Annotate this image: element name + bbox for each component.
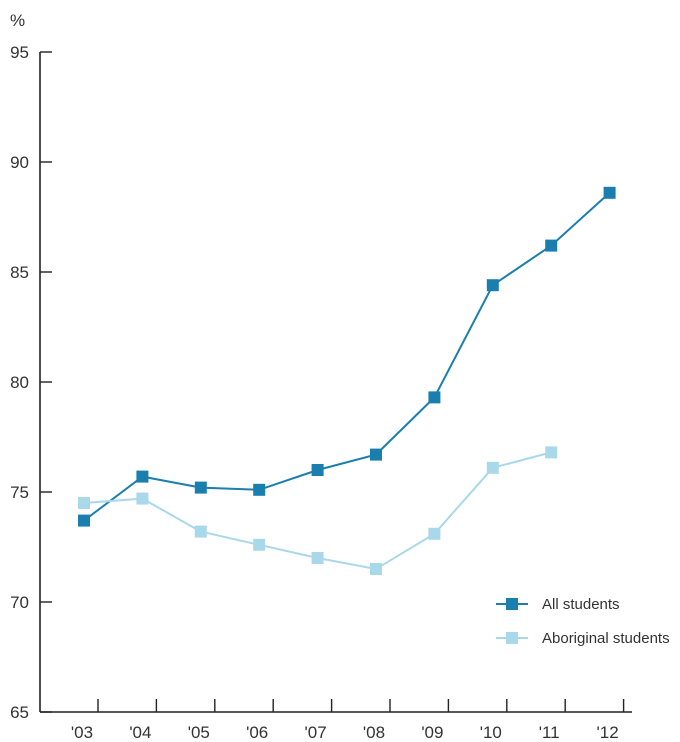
- y-tick-label: 65: [10, 703, 29, 722]
- x-tick-label: '08: [363, 723, 385, 742]
- legend: All students Aboriginal students: [496, 596, 670, 647]
- x-axis-ticks: '03 '04 '05 '06 '07 '08 '09 '10 '11 '12: [71, 699, 625, 742]
- y-axis-unit-label: %: [10, 11, 25, 30]
- data-point: [603, 186, 616, 199]
- legend-swatch-marker: [506, 598, 518, 610]
- x-tick-label: '09: [421, 723, 443, 742]
- legend-label: All students: [542, 596, 620, 613]
- series-line: [83, 192, 611, 522]
- data-point: [428, 527, 441, 540]
- data-point: [311, 552, 324, 564]
- series-layer: [78, 186, 616, 575]
- data-point: [78, 514, 90, 527]
- data-point: [486, 461, 499, 474]
- y-tick-label: 75: [10, 483, 29, 502]
- data-point: [78, 497, 90, 509]
- x-tick-label: '11: [539, 723, 560, 742]
- data-point: [194, 481, 207, 494]
- data-point: [486, 279, 499, 292]
- data-point: [194, 525, 207, 538]
- y-tick-label: 80: [10, 373, 29, 392]
- axes: [39, 52, 632, 713]
- y-tick-label: 70: [10, 593, 29, 612]
- data-point: [545, 446, 558, 459]
- legend-swatch-marker: [506, 632, 518, 644]
- data-point: [136, 470, 149, 483]
- data-point: [136, 492, 149, 505]
- x-tick-label: '10: [480, 723, 502, 742]
- data-point: [253, 538, 266, 551]
- series-0: [78, 186, 616, 527]
- x-tick-label: '06: [246, 723, 268, 742]
- series-1: [78, 446, 558, 575]
- x-tick-label: '05: [188, 723, 210, 742]
- x-tick-label: '04: [129, 723, 151, 742]
- y-tick-label: 95: [10, 43, 29, 62]
- data-point: [370, 448, 382, 461]
- y-axis-ticks: 65 70 75 80 85 90 95: [10, 43, 52, 722]
- x-tick-label: '03: [71, 723, 93, 742]
- data-point: [545, 239, 558, 252]
- data-point: [370, 563, 382, 575]
- data-point: [311, 464, 324, 476]
- x-tick-label: '07: [305, 723, 327, 742]
- y-tick-label: 85: [10, 263, 29, 282]
- data-point: [428, 391, 441, 404]
- x-tick-label: '12: [597, 723, 619, 742]
- data-point: [253, 483, 266, 496]
- y-tick-label: 90: [10, 153, 29, 172]
- legend-label: Aboriginal students: [542, 630, 670, 647]
